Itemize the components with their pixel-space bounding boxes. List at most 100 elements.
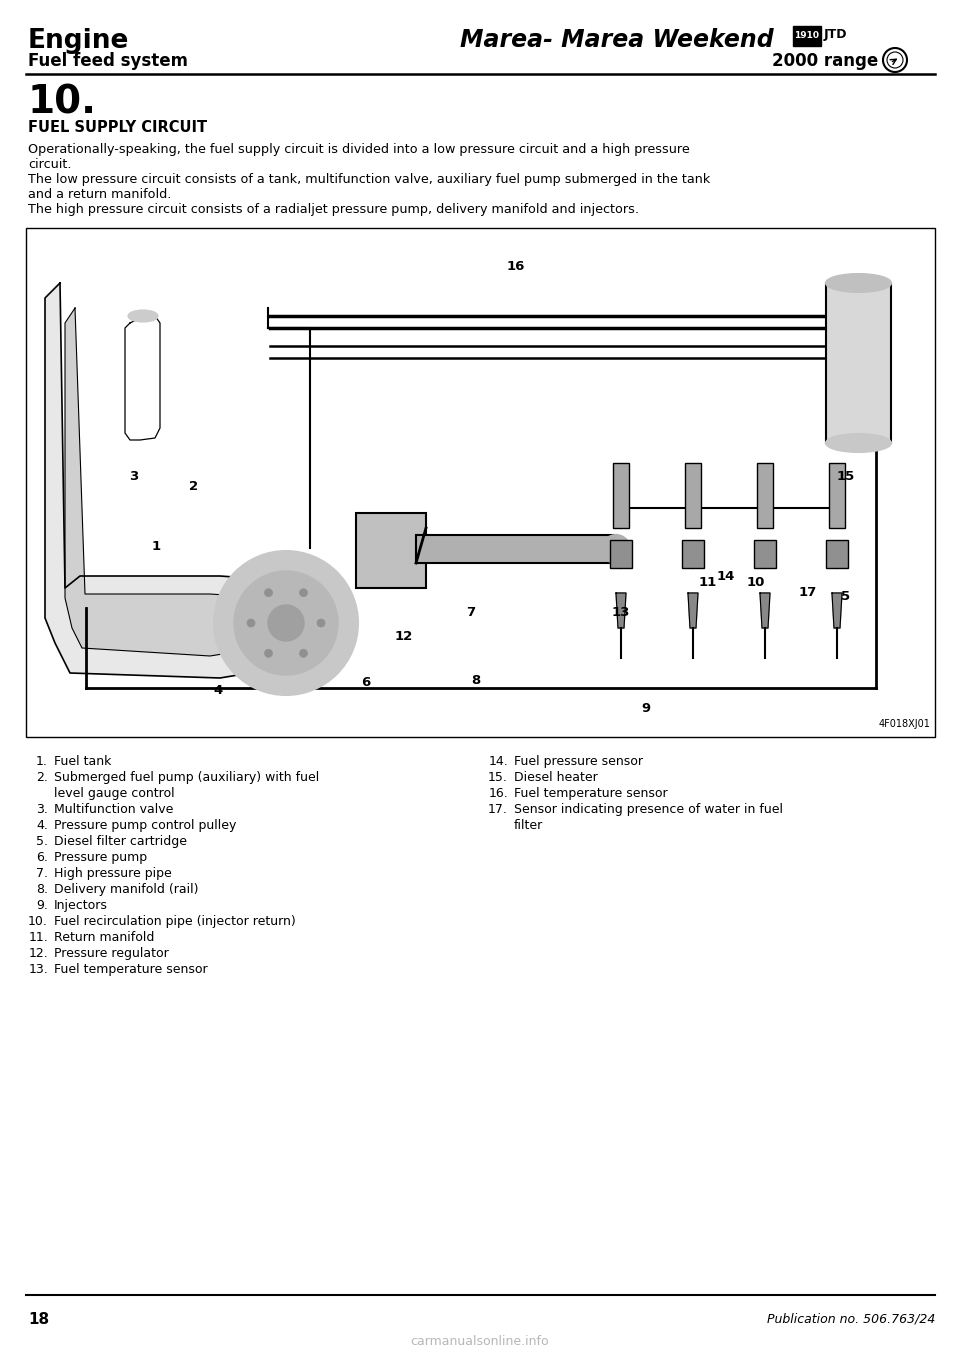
Bar <box>613 463 629 528</box>
Text: 3: 3 <box>130 470 138 482</box>
Text: 2000 range: 2000 range <box>772 53 878 70</box>
Bar <box>754 540 776 568</box>
Circle shape <box>602 535 630 563</box>
Text: 5: 5 <box>841 590 851 602</box>
Text: 11.: 11. <box>28 931 48 944</box>
Text: Delivery manifold (rail): Delivery manifold (rail) <box>54 884 199 896</box>
Circle shape <box>247 620 255 626</box>
Text: and a return manifold.: and a return manifold. <box>28 189 172 201</box>
Bar <box>26 228 935 737</box>
Text: 10.: 10. <box>28 915 48 928</box>
Text: Submerged fuel pump (auxiliary) with fuel: Submerged fuel pump (auxiliary) with fue… <box>54 770 320 784</box>
Text: JTD: JTD <box>824 28 848 40</box>
Text: 8: 8 <box>471 674 481 687</box>
Bar <box>682 540 704 568</box>
Text: 14.: 14. <box>489 756 508 768</box>
Text: Fuel pressure sensor: Fuel pressure sensor <box>514 756 643 768</box>
Text: 2: 2 <box>189 480 199 493</box>
Text: Diesel heater: Diesel heater <box>514 770 598 784</box>
Text: Diesel filter cartridge: Diesel filter cartridge <box>54 835 187 849</box>
Text: 1.: 1. <box>36 756 48 768</box>
Text: The high pressure circuit consists of a radialjet pressure pump, delivery manifo: The high pressure circuit consists of a … <box>28 203 639 216</box>
Text: level gauge control: level gauge control <box>54 787 175 800</box>
Text: Engine: Engine <box>28 28 130 54</box>
Circle shape <box>268 605 304 641</box>
Text: 15.: 15. <box>488 770 508 784</box>
Text: 18: 18 <box>28 1312 49 1327</box>
Text: Fuel recirculation pipe (injector return): Fuel recirculation pipe (injector return… <box>54 915 296 928</box>
Text: Sensor indicating presence of water in fuel: Sensor indicating presence of water in f… <box>514 803 783 816</box>
Text: FUEL SUPPLY CIRCUIT: FUEL SUPPLY CIRCUIT <box>28 120 207 135</box>
Bar <box>610 540 632 568</box>
Text: 2.: 2. <box>36 770 48 784</box>
Ellipse shape <box>128 310 158 322</box>
Text: 16: 16 <box>507 260 525 272</box>
Circle shape <box>300 589 307 597</box>
Text: 13: 13 <box>612 606 630 620</box>
Text: Fuel tank: Fuel tank <box>54 756 111 768</box>
Text: 12.: 12. <box>28 947 48 960</box>
Bar <box>757 463 773 528</box>
Bar <box>826 283 891 443</box>
Text: 1910: 1910 <box>795 31 820 40</box>
Text: 5.: 5. <box>36 835 48 849</box>
Text: Marea- Marea Weekend: Marea- Marea Weekend <box>460 28 774 53</box>
Text: 10: 10 <box>747 577 765 590</box>
Text: 3.: 3. <box>36 803 48 816</box>
Text: 10.: 10. <box>28 84 97 123</box>
Polygon shape <box>760 593 770 628</box>
Text: High pressure pipe: High pressure pipe <box>54 867 172 880</box>
Circle shape <box>265 649 273 657</box>
Ellipse shape <box>826 434 891 453</box>
Text: 17: 17 <box>799 586 817 599</box>
Text: 17.: 17. <box>488 803 508 816</box>
Text: carmanualsonline.info: carmanualsonline.info <box>411 1335 549 1347</box>
Text: 4: 4 <box>213 683 223 696</box>
Text: Return manifold: Return manifold <box>54 931 155 944</box>
Ellipse shape <box>826 273 891 292</box>
Text: 4F018XJ01: 4F018XJ01 <box>878 719 930 729</box>
Text: Pressure pump: Pressure pump <box>54 851 147 863</box>
Text: Pressure pump control pulley: Pressure pump control pulley <box>54 819 236 832</box>
Bar <box>793 26 821 46</box>
Bar <box>685 463 701 528</box>
Text: 15: 15 <box>837 470 855 482</box>
Text: Fuel temperature sensor: Fuel temperature sensor <box>54 963 207 977</box>
Text: The low pressure circuit consists of a tank, multifunction valve, auxiliary fuel: The low pressure circuit consists of a t… <box>28 172 710 186</box>
Text: Publication no. 506.763/24: Publication no. 506.763/24 <box>767 1312 935 1325</box>
Text: Injectors: Injectors <box>54 898 108 912</box>
Polygon shape <box>688 593 698 628</box>
Polygon shape <box>45 283 268 678</box>
Text: Fuel temperature sensor: Fuel temperature sensor <box>514 787 667 800</box>
Text: 16.: 16. <box>489 787 508 800</box>
Text: 7: 7 <box>467 606 475 620</box>
Circle shape <box>265 589 273 597</box>
Circle shape <box>300 649 307 657</box>
Text: Multifunction valve: Multifunction valve <box>54 803 174 816</box>
Text: 7.: 7. <box>36 867 48 880</box>
Text: filter: filter <box>514 819 543 832</box>
Text: 9: 9 <box>641 702 651 714</box>
Circle shape <box>214 551 358 695</box>
Bar <box>416 535 616 563</box>
Bar <box>826 540 848 568</box>
Text: 1: 1 <box>152 540 160 552</box>
Polygon shape <box>65 308 250 656</box>
Text: circuit.: circuit. <box>28 158 71 171</box>
Text: 14: 14 <box>717 570 735 582</box>
Circle shape <box>234 571 338 675</box>
Polygon shape <box>616 593 626 628</box>
Text: 6.: 6. <box>36 851 48 863</box>
Text: Fuel feed system: Fuel feed system <box>28 53 188 70</box>
Text: 13.: 13. <box>28 963 48 977</box>
Text: 9.: 9. <box>36 898 48 912</box>
Bar <box>829 463 845 528</box>
Text: 8.: 8. <box>36 884 48 896</box>
Text: 11: 11 <box>699 577 717 590</box>
Text: 4.: 4. <box>36 819 48 832</box>
Text: Operationally-speaking, the fuel supply circuit is divided into a low pressure c: Operationally-speaking, the fuel supply … <box>28 143 689 156</box>
Bar <box>356 513 426 589</box>
Text: 12: 12 <box>395 629 413 643</box>
Circle shape <box>317 620 325 626</box>
Text: Pressure regulator: Pressure regulator <box>54 947 169 960</box>
